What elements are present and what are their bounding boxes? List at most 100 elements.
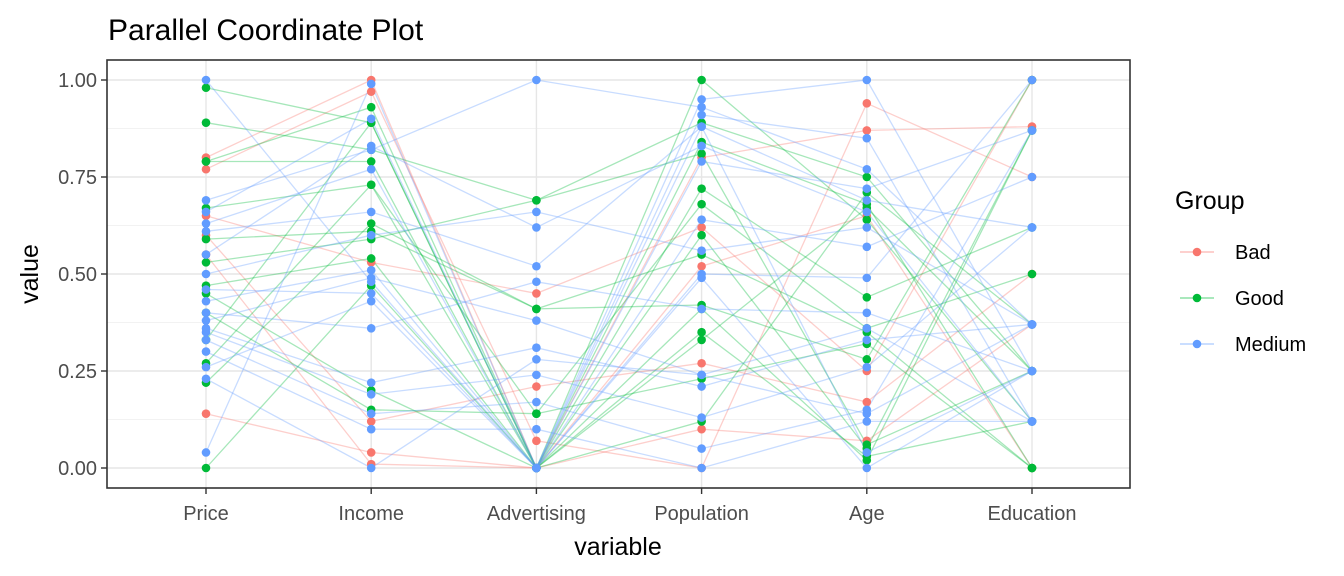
series-line-bad [205,215,1033,469]
point-medium [862,75,872,85]
point-medium [697,246,706,256]
point-medium [532,75,541,85]
point-bad [697,261,706,271]
point-medium [697,413,706,422]
point-medium [201,327,211,337]
series-line-good [205,184,1033,415]
series-line-bad [205,79,1033,373]
series-line-medium [205,125,1033,267]
point-good [201,463,211,473]
point-good [862,292,872,302]
point-medium [532,261,541,271]
point-bad [201,409,211,418]
point-bad [366,417,376,426]
point-bad [862,126,872,135]
point-medium [1027,320,1037,329]
point-good [697,327,706,337]
point-medium [1027,172,1037,182]
point-medium [697,304,706,314]
point-medium [697,122,706,131]
point-medium [201,362,211,372]
point-medium [1027,366,1037,376]
y-axis-title: value [16,244,44,304]
point-good [697,230,706,240]
chart-title: Parallel Coordinate Plot [108,14,424,47]
point-bad [862,397,872,407]
point-medium [862,335,872,345]
series-line-good [205,312,1033,469]
y-tick-label: 1.00 [58,70,97,92]
point-bad [532,289,541,298]
point-medium [862,362,872,372]
point-medium [201,347,211,356]
point-medium [366,296,376,306]
x-tick-label: Price [183,503,229,525]
point-medium [862,223,872,232]
series-line-bad [205,323,1033,469]
point-medium [201,374,211,384]
y-tick-label: 0.25 [58,361,97,383]
point-bad [532,382,541,391]
series-line-medium [205,323,1033,469]
series-line-good [205,222,1033,469]
point-good [201,157,211,166]
point-bad [697,223,706,232]
point-medium [201,308,211,318]
point-bad [366,87,376,96]
point-medium [532,463,541,473]
point-medium [862,133,872,143]
legend-label-medium: Medium [1235,334,1306,356]
point-medium [697,157,706,166]
point-medium [1027,223,1037,232]
point-good [862,172,872,182]
series-line-good [206,160,1033,470]
point-good [697,335,706,345]
point-good [201,83,211,93]
legend-key-point-bad [1192,247,1202,257]
point-medium [532,343,541,353]
point-medium [697,463,706,473]
point-medium [532,370,541,380]
point-bad [697,424,706,434]
point-medium [366,164,376,174]
y-tick-label: 0.50 [58,264,97,286]
point-good [201,118,211,127]
point-medium [366,79,376,89]
series-line-medium [205,130,1033,450]
series-line-medium [205,226,1033,419]
point-medium [201,195,211,205]
series-line-good [205,121,1033,469]
series-line-medium [205,82,1033,470]
x-tick-label: Education [988,503,1077,525]
point-medium [697,102,706,112]
legend-key-point-medium [1192,339,1202,349]
point-medium [532,355,541,364]
series-line-good [205,130,1033,470]
point-bad [862,98,872,108]
point-good [697,184,706,193]
point-medium [366,265,376,275]
series-line-medium [205,277,1033,422]
series-line-medium [205,79,1033,470]
point-medium [862,324,872,333]
x-axis-title: variable [574,533,662,561]
point-medium [862,448,872,457]
x-tick-label: Age [849,503,885,525]
legend-key-point-good [1192,293,1202,303]
x-axis-ticks: Price Income Advertising Population Age Educa… [183,488,1076,525]
point-medium [862,308,872,318]
point-medium [366,463,376,473]
series-line-medium [205,323,1033,388]
series-points [201,75,1037,473]
series-line-medium [205,79,1033,470]
point-medium [201,316,211,325]
series-line-good [205,106,1033,470]
point-medium [201,227,211,236]
point-medium [532,207,541,217]
point-medium [697,215,706,224]
point-medium [532,397,541,407]
point-good [366,254,376,263]
point-medium [366,289,376,298]
